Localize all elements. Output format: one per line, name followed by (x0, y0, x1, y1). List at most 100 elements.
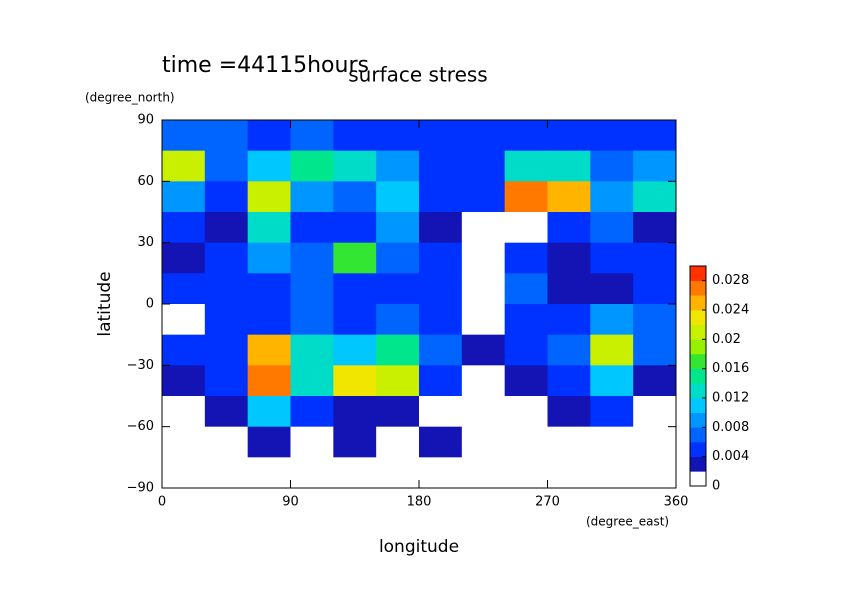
heatmap-cell (162, 212, 206, 244)
heatmap-cell (590, 181, 634, 213)
heatmap-cell (247, 365, 291, 397)
heatmap-cell (290, 396, 334, 428)
heatmap-cell (162, 304, 206, 336)
heatmap-cell (162, 181, 206, 213)
heatmap-cell (504, 150, 548, 182)
heatmap-cell (333, 426, 377, 458)
heatmap-cell (547, 457, 591, 489)
heatmap-cell (247, 426, 291, 458)
heatmap-cell (333, 120, 377, 152)
heatmap-cell (162, 273, 206, 305)
heatmap-cell (419, 181, 463, 213)
x-unit: (degree_east) (586, 515, 669, 529)
heatmap-cell (376, 120, 420, 152)
heatmap-cell (633, 181, 677, 213)
heatmap-cell (290, 242, 334, 274)
colorbar-segment (690, 280, 706, 296)
heatmap-cell (333, 212, 377, 244)
x-tick-label: 90 (282, 495, 299, 510)
heatmap-cell (633, 457, 677, 489)
heatmap-cell (376, 181, 420, 213)
heatmap-cell (204, 304, 249, 336)
heatmap-cell (461, 120, 506, 152)
heatmap-cell (504, 396, 548, 428)
colorbar-tick-label: 0.004 (712, 449, 749, 464)
heatmap-cell (633, 150, 677, 182)
colorbar-segment (690, 295, 706, 311)
heatmap-cell (333, 396, 377, 428)
heatmap-cell (461, 334, 506, 366)
heatmap-cell (633, 334, 677, 366)
colorbar-segment (690, 339, 706, 355)
heatmap-cell (590, 120, 634, 152)
heatmap-cell (461, 212, 506, 244)
heatmap-cell (590, 150, 634, 182)
heatmap-cell (376, 426, 420, 458)
heatmap-cell (590, 396, 634, 428)
heatmap-cell (461, 396, 506, 428)
heatmap-cell (204, 365, 249, 397)
heatmap-cell (419, 396, 463, 428)
y-tick-label: 30 (137, 235, 154, 250)
heatmap-cell (590, 242, 634, 274)
colorbar-segment (690, 383, 706, 399)
heatmap-cell (419, 273, 463, 305)
heatmap-cell (290, 426, 334, 458)
colorbar-tick-label: 0.016 (712, 361, 749, 376)
x-tick-label: 360 (664, 495, 689, 510)
heatmap-cell (204, 212, 249, 244)
heatmap-cell (247, 212, 291, 244)
heatmap-cell (376, 304, 420, 336)
heatmap-cell (461, 273, 506, 305)
heatmap-cell (333, 150, 377, 182)
heatmap-cell (290, 365, 334, 397)
heatmap-cell (247, 242, 291, 274)
heatmap-cell (204, 273, 249, 305)
y-unit: (degree_north) (85, 91, 175, 105)
heatmap-cell (547, 181, 591, 213)
y-tick-label: 90 (137, 113, 154, 128)
heatmap-cell (290, 457, 334, 489)
heatmap-cell (590, 334, 634, 366)
y-tick-label: −90 (127, 481, 154, 496)
heatmap-cell (376, 212, 420, 244)
heatmap-cell (504, 426, 548, 458)
colorbar-tick-label: 0.02 (712, 332, 741, 347)
y-axis-label: latitude (95, 271, 115, 336)
heatmap-cell (290, 120, 334, 152)
heatmap-cell (247, 120, 291, 152)
heatmap-cell (247, 150, 291, 182)
heatmap-cell (247, 273, 291, 305)
heatmap-cell (461, 242, 506, 274)
heatmap-cell (290, 273, 334, 305)
heatmap-cell (633, 273, 677, 305)
heatmap-cell (376, 365, 420, 397)
heatmap-cell (419, 304, 463, 336)
heatmap-cell (290, 334, 334, 366)
heatmap-cell (461, 426, 506, 458)
heatmap-cell (504, 181, 548, 213)
y-tick-label: −30 (127, 358, 154, 373)
heatmap-cell (290, 304, 334, 336)
heatmap-cell (204, 150, 249, 182)
heatmap-cell (633, 365, 677, 397)
heatmap-cell (590, 212, 634, 244)
heatmap-cell (247, 304, 291, 336)
y-tick-label: −60 (127, 419, 154, 434)
heatmap-cell (504, 242, 548, 274)
heatmap-cell (333, 334, 377, 366)
colorbar-segment (690, 354, 706, 369)
heatmap-cell (461, 181, 506, 213)
heatmap-cell (504, 365, 548, 397)
x-axis-label: longitude (379, 537, 459, 557)
heatmap-cell (376, 334, 420, 366)
heatmap-cell (419, 150, 463, 182)
heatmap-cell (547, 426, 591, 458)
colorbar-segment (690, 368, 706, 384)
heatmap-cell (547, 273, 591, 305)
heatmap-cell (633, 242, 677, 274)
heatmap-cell (376, 273, 420, 305)
heatmap-cell (504, 120, 548, 152)
colorbar-tick-label: 0.028 (712, 273, 749, 288)
heatmap-cell (419, 334, 463, 366)
